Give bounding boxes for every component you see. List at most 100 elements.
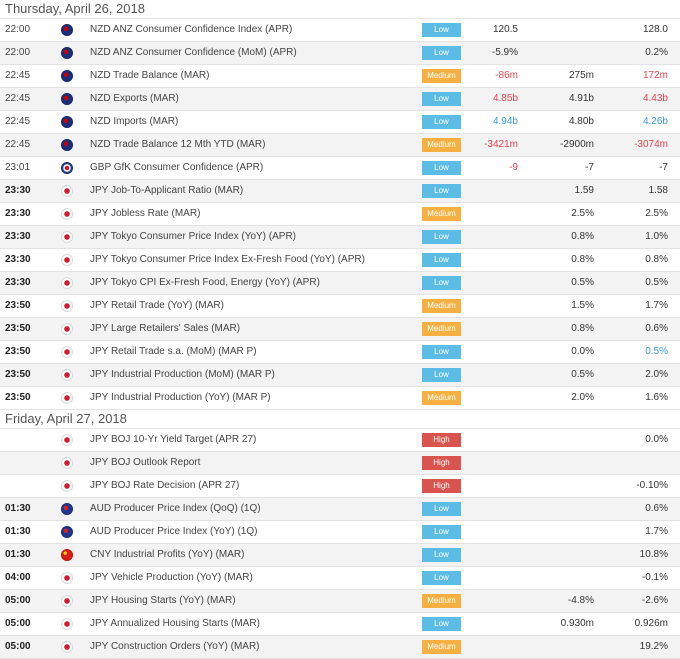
event-time: 23:50 [5, 323, 31, 334]
previous-value: 19.2% [639, 641, 668, 652]
country-flag-icon [61, 595, 73, 607]
forecast-value: -7 [585, 162, 594, 173]
event-name[interactable]: JPY BOJ Rate Decision (APR 27) [90, 480, 240, 491]
country-flag-icon [61, 162, 73, 174]
event-name[interactable]: NZD Trade Balance (MAR) [90, 70, 210, 81]
event-row[interactable]: 23:30 JPY Tokyo Consumer Price Index Ex-… [0, 249, 680, 272]
event-row[interactable]: 22:45 NZD Imports (MAR) Low 4.94b 4.80b … [0, 111, 680, 134]
event-name[interactable]: JPY BOJ Outlook Report [90, 457, 201, 468]
event-name[interactable]: NZD ANZ Consumer Confidence (MoM) (APR) [90, 47, 297, 58]
country-flag-icon [61, 503, 73, 515]
event-name[interactable]: JPY BOJ 10-Yr Yield Target (APR 27) [90, 434, 257, 445]
previous-value: 1.58 [648, 185, 668, 196]
event-name[interactable]: JPY Vehicle Production (YoY) (MAR) [90, 572, 253, 583]
previous-value: 0.6% [645, 323, 668, 334]
event-row[interactable]: 22:45 NZD Trade Balance 12 Mth YTD (MAR)… [0, 134, 680, 157]
event-name[interactable]: NZD Imports (MAR) [90, 116, 179, 127]
country-flag-icon [61, 300, 73, 312]
event-name[interactable]: JPY Tokyo Consumer Price Index Ex-Fresh … [90, 254, 365, 265]
event-row[interactable]: 23:50 JPY Retail Trade s.a. (MoM) (MAR P… [0, 341, 680, 364]
event-name[interactable]: NZD Trade Balance 12 Mth YTD (MAR) [90, 139, 266, 150]
country-flag-icon [61, 185, 73, 197]
forecast-value: 0.8% [571, 254, 594, 265]
event-name[interactable]: JPY Construction Orders (YoY) (MAR) [90, 641, 260, 652]
event-name[interactable]: JPY Large Retailers' Sales (MAR) [90, 323, 241, 334]
importance-badge: Low [422, 23, 461, 37]
country-flag-icon [61, 572, 73, 584]
event-name[interactable]: JPY Industrial Production (YoY) (MAR P) [90, 392, 271, 403]
forecast-value: 0.5% [571, 369, 594, 380]
event-name[interactable]: AUD Producer Price Index (QoQ) (1Q) [90, 503, 261, 514]
event-row[interactable]: 05:00 JPY Housing Starts (YoY) (MAR) Med… [0, 590, 680, 613]
event-name[interactable]: JPY Housing Starts (YoY) (MAR) [90, 595, 236, 606]
event-row[interactable]: 23:50 JPY Industrial Production (MoM) (M… [0, 364, 680, 387]
event-row[interactable]: 01:30 AUD Producer Price Index (QoQ) (1Q… [0, 498, 680, 521]
event-name[interactable]: JPY Tokyo Consumer Price Index (YoY) (AP… [90, 231, 297, 242]
event-row[interactable]: 22:45 NZD Trade Balance (MAR) Medium -86… [0, 65, 680, 88]
event-row[interactable]: JPY BOJ Outlook Report High [0, 452, 680, 475]
previous-value: 0.8% [645, 254, 668, 265]
importance-badge: Low [422, 230, 461, 244]
event-time: 22:45 [5, 70, 31, 81]
event-row[interactable]: 23:50 JPY Large Retailers' Sales (MAR) M… [0, 318, 680, 341]
event-name[interactable]: NZD ANZ Consumer Confidence Index (APR) [90, 24, 293, 35]
event-time: 01:30 [5, 503, 31, 514]
event-row[interactable]: 23:30 JPY Tokyo Consumer Price Index (Yo… [0, 226, 680, 249]
event-name[interactable]: JPY Tokyo CPI Ex-Fresh Food, Energy (YoY… [90, 277, 320, 288]
event-name[interactable]: CNY Industrial Profits (YoY) (MAR) [90, 549, 245, 560]
event-row[interactable]: 23:50 JPY Retail Trade (YoY) (MAR) Mediu… [0, 295, 680, 318]
previous-value: 1.7% [645, 526, 668, 537]
event-name[interactable]: AUD Producer Price Index (YoY) (1Q) [90, 526, 258, 537]
country-flag-icon [61, 480, 73, 492]
importance-badge: Medium [422, 594, 461, 608]
event-name[interactable]: JPY Retail Trade s.a. (MoM) (MAR P) [90, 346, 257, 357]
previous-value: -3074m [634, 139, 668, 150]
event-name[interactable]: JPY Job-To-Applicant Ratio (MAR) [90, 185, 244, 196]
event-row[interactable]: 05:00 JPY Annualized Housing Starts (MAR… [0, 613, 680, 636]
event-row[interactable]: 22:00 NZD ANZ Consumer Confidence (MoM) … [0, 42, 680, 65]
event-row[interactable]: 01:30 CNY Industrial Profits (YoY) (MAR)… [0, 544, 680, 567]
event-time: 01:30 [5, 526, 31, 537]
previous-value: 10.8% [639, 549, 668, 560]
country-flag-icon [61, 549, 73, 561]
actual-value: -5.9% [491, 47, 518, 58]
event-name[interactable]: JPY Annualized Housing Starts (MAR) [90, 618, 260, 629]
event-name[interactable]: JPY Jobless Rate (MAR) [90, 208, 201, 219]
country-flag-icon [61, 434, 73, 446]
event-row[interactable]: 04:00 JPY Vehicle Production (YoY) (MAR)… [0, 567, 680, 590]
event-row[interactable]: JPY BOJ Rate Decision (APR 27) High -0.1… [0, 475, 680, 498]
event-time: 01:30 [5, 549, 31, 560]
event-row[interactable]: 23:30 JPY Tokyo CPI Ex-Fresh Food, Energ… [0, 272, 680, 295]
event-row[interactable]: 05:00 JPY Construction Orders (YoY) (MAR… [0, 636, 680, 659]
calendar-day: Thursday, April 26, 2018 22:00 NZD ANZ C… [0, 1, 680, 410]
event-name[interactable]: JPY Retail Trade (YoY) (MAR) [90, 300, 224, 311]
country-flag-icon [61, 641, 73, 653]
event-row[interactable]: 23:01 GBP GfK Consumer Confidence (APR) … [0, 157, 680, 180]
country-flag-icon [61, 526, 73, 538]
country-flag-icon [61, 139, 73, 151]
event-time: 23:30 [5, 208, 31, 219]
event-name[interactable]: JPY Industrial Production (MoM) (MAR P) [90, 369, 275, 380]
previous-value: 1.6% [645, 392, 668, 403]
event-name[interactable]: NZD Exports (MAR) [90, 93, 179, 104]
calendar-day: Friday, April 27, 2018 JPY BOJ 10-Yr Yie… [0, 410, 680, 659]
actual-value: -3421m [484, 139, 518, 150]
event-row[interactable]: 01:30 AUD Producer Price Index (YoY) (1Q… [0, 521, 680, 544]
previous-value: 1.7% [645, 300, 668, 311]
event-row[interactable]: 22:00 NZD ANZ Consumer Confidence Index … [0, 19, 680, 42]
importance-badge: Low [422, 548, 461, 562]
country-flag-icon [61, 70, 73, 82]
event-row[interactable]: 23:30 JPY Jobless Rate (MAR) Medium 2.5%… [0, 203, 680, 226]
country-flag-icon [61, 116, 73, 128]
event-row[interactable]: 22:45 NZD Exports (MAR) Low 4.85b 4.91b … [0, 88, 680, 111]
country-flag-icon [61, 457, 73, 469]
event-name[interactable]: GBP GfK Consumer Confidence (APR) [90, 162, 264, 173]
event-time: 05:00 [5, 595, 31, 606]
event-row[interactable]: 23:50 JPY Industrial Production (YoY) (M… [0, 387, 680, 410]
importance-badge: Low [422, 345, 461, 359]
event-time: 23:30 [5, 277, 31, 288]
event-row[interactable]: 23:30 JPY Job-To-Applicant Ratio (MAR) L… [0, 180, 680, 203]
event-row[interactable]: JPY BOJ 10-Yr Yield Target (APR 27) High… [0, 429, 680, 452]
previous-value: 0.0% [645, 434, 668, 445]
actual-value: 4.85b [492, 93, 518, 104]
